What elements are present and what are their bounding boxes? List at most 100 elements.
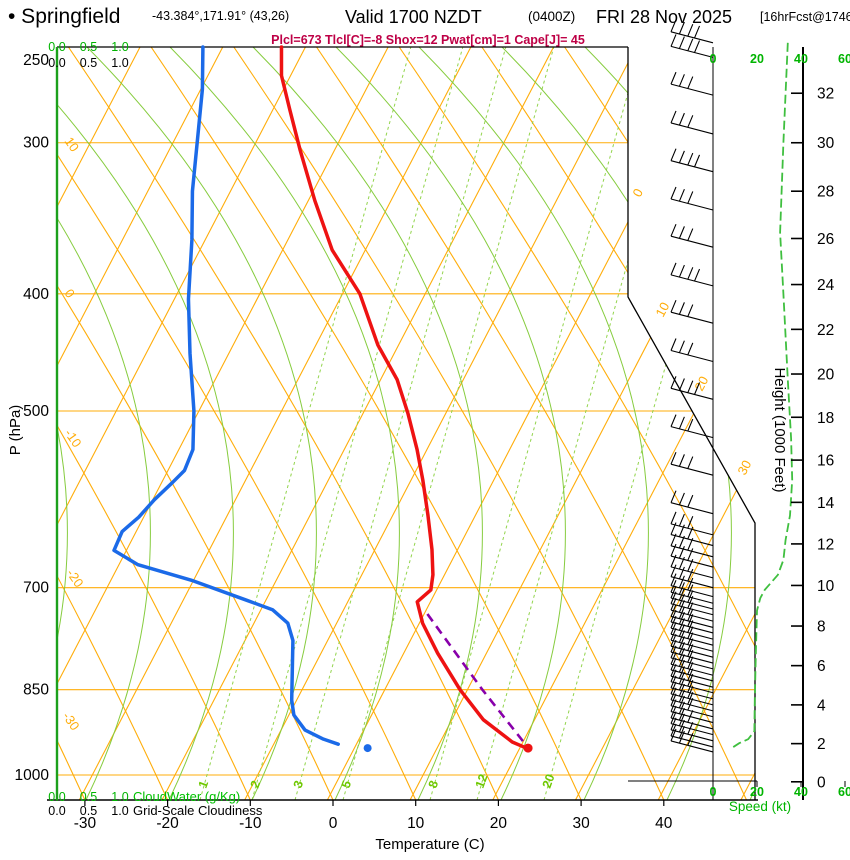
mixing-ratio-line [294, 47, 507, 800]
mixing-ratio-label: 3 [291, 779, 307, 790]
surface-temp-dot [523, 743, 533, 753]
temp-tick-label: 10 [407, 815, 425, 832]
speed-scale-bottom-label: 20 [750, 785, 764, 799]
dry-adiabat-label: -10 [62, 426, 85, 450]
wind-barb [670, 414, 714, 439]
mixing-ratio-line [476, 47, 689, 800]
valid-zulu: (0400Z) [528, 9, 575, 24]
wind-barb [670, 711, 714, 736]
pressure-axis-title: P (hPa) [7, 405, 24, 456]
height-tick-label: 6 [817, 658, 826, 675]
forecast-tag: [16hrFcst@1746z] [760, 10, 850, 24]
wind-barb [670, 71, 714, 96]
speed-profile-line [731, 42, 794, 749]
wind-barb [670, 148, 714, 173]
wind-barb [670, 490, 714, 515]
moist-adiabat-line [252, 47, 483, 800]
isotherm-line [244, 47, 637, 800]
pressure-tick-label: 250 [23, 52, 49, 69]
height-tick-label: 20 [817, 367, 835, 384]
wind-barb [670, 554, 714, 579]
dry-adiabat-line [233, 47, 665, 800]
dry-adiabat-line [398, 47, 755, 800]
temp-tick-label: -30 [74, 815, 97, 832]
wind-barb [670, 34, 714, 58]
dry-adiabat-line [0, 47, 2, 800]
temp-tick-label: 30 [572, 815, 590, 832]
cloudiness-scale-bottom-label: 0.5 [80, 804, 97, 818]
parcel-ascent-line [426, 613, 528, 747]
dry-adiabat-line [57, 47, 417, 800]
dry-adiabat-line [564, 47, 755, 800]
speed-scale-bottom-label: 0 [710, 785, 717, 799]
wind-barb [670, 262, 714, 287]
dry-adiabat-line [57, 47, 169, 800]
wind-barb [670, 376, 714, 400]
moist-adiabat-line [57, 47, 151, 800]
pressure-tick-label: 700 [23, 580, 49, 597]
height-tick-label: 10 [817, 578, 835, 595]
height-axis-title: Height (1000 Feet) [771, 367, 788, 492]
wind-barb [670, 223, 714, 248]
moist-adiabat-line [418, 47, 649, 800]
mixing-ratio-label: 20 [540, 772, 558, 790]
wind-barb [670, 338, 714, 363]
isotherm-line [492, 47, 755, 800]
dry-adiabat-line [316, 47, 747, 800]
speed-axis-title: Speed (kt) [729, 799, 791, 814]
height-tick-label: 22 [817, 322, 834, 339]
dry-adiabat-label: -20 [64, 566, 87, 590]
cloudiness-scale-top-label: 0.0 [48, 56, 65, 70]
dry-adiabat-label: -30 [60, 709, 83, 733]
height-tick-label: 30 [817, 135, 835, 152]
dry-adiabat-label: 0 [62, 286, 78, 301]
isotherm-label: 20 [691, 374, 711, 394]
moist-adiabat-line [335, 47, 566, 800]
temp-tick-label: 20 [490, 815, 508, 832]
speed-scale-top-label: 0 [710, 52, 717, 66]
isotherm-label: 10 [652, 300, 672, 320]
moist-adiabat-line [750, 47, 755, 800]
moist-adiabat-line [57, 47, 234, 800]
isotherm-label: 30 [734, 458, 754, 478]
orange-grid-isotherms-adiabats [0, 47, 755, 800]
temperature-curve [279, 45, 529, 750]
cloudwater-scale-bottom-label: 1.0 [111, 790, 128, 804]
height-tick-label: 16 [817, 453, 834, 470]
speed-scale-top-label: 40 [794, 52, 808, 66]
cloudiness-axis-title: Grid-Scale Cloudiness [133, 803, 263, 818]
cloudwater-scale-top-label: 1.0 [111, 40, 128, 54]
mixing-ratio-label: 8 [426, 779, 442, 790]
cloudiness-scale-top-label: 0.5 [80, 56, 97, 70]
speed-scale-top-label: 60 [838, 52, 850, 66]
height-tick-label: 24 [817, 277, 835, 294]
station-title: • Springfield [8, 5, 120, 28]
dewpoint-curve [112, 45, 340, 746]
speed-scale-bottom-label: 60 [838, 785, 850, 799]
cloudwater-scale-top-label: 0.0 [48, 40, 65, 54]
dry-adiabat-line [67, 47, 499, 800]
temp-tick-label: -10 [239, 815, 262, 832]
cloudiness-scale-bottom-label: 0.0 [48, 804, 65, 818]
dry-adiabat-line [57, 47, 334, 800]
valid-date: FRI 28 Nov 2025 [596, 7, 732, 27]
wind-barb [670, 451, 714, 476]
isotherm-line [57, 47, 224, 800]
mixing-ratio-label: 2 [248, 779, 264, 790]
green-grid-moist-mixing [57, 47, 755, 800]
wind-barb [670, 699, 714, 724]
speed-scale-top-label: 20 [750, 52, 764, 66]
isotherm-line [57, 47, 141, 800]
pressure-tick-label: 300 [23, 135, 49, 152]
stability-indices: Plcl=673 Tlcl[C]=-8 Shox=12 Pwat[cm]=1 C… [271, 33, 585, 47]
height-tick-label: 18 [817, 410, 834, 427]
wind-barb [670, 564, 714, 589]
temp-tick-label: 0 [329, 815, 338, 832]
mixing-ratio-line [342, 47, 555, 800]
mixing-ratio-line [543, 47, 755, 800]
mixing-ratio-line [429, 47, 642, 800]
cloudiness-scale-bottom-label: 1.0 [111, 804, 128, 818]
isotherm-line [78, 47, 472, 800]
